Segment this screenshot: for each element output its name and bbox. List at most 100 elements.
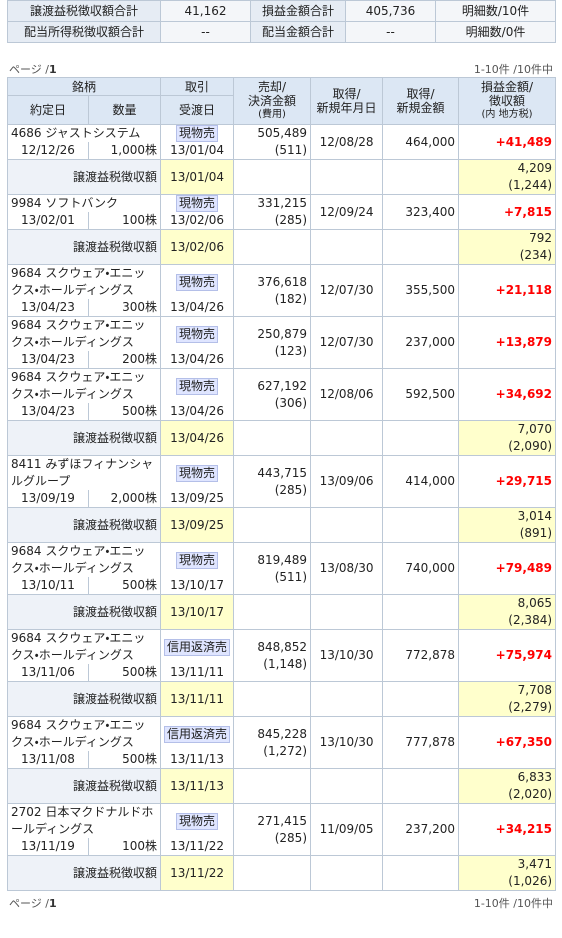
settle-date: 13/11/13 bbox=[160, 751, 235, 769]
tax-cell: 3,014 (891) bbox=[458, 507, 557, 543]
trade-date: 13/11/06 bbox=[7, 664, 89, 682]
empty-cell bbox=[310, 594, 384, 630]
trade-row: 12/12/26 1,000株 13/01/04 bbox=[7, 142, 556, 160]
header-cell: 取得/新規年月日 bbox=[310, 77, 384, 125]
tax-amount: 6,833 bbox=[517, 770, 553, 784]
amount-cell: 376,618 (182) bbox=[233, 264, 312, 317]
stock-name: 9684 スクウェア・エニックス・ホールディングス bbox=[6, 716, 162, 751]
quantity: 500株 bbox=[87, 403, 162, 421]
local-tax: (1,244) bbox=[508, 178, 553, 192]
fee: (285) bbox=[274, 213, 308, 227]
profit-loss: +41,489 bbox=[458, 124, 557, 160]
acq-amount: 592,500 bbox=[382, 368, 460, 421]
summary-value: -- bbox=[345, 21, 436, 43]
quantity: 500株 bbox=[87, 751, 162, 769]
empty-cell bbox=[310, 420, 384, 456]
local-tax: (234) bbox=[519, 248, 553, 262]
fee: (1,148) bbox=[263, 656, 308, 671]
stock-name: 2702 日本マクドナルドホールディングス bbox=[6, 803, 162, 838]
acq-date: 13/10/30 bbox=[310, 629, 384, 682]
tax-settle: 13/01/04 bbox=[160, 159, 235, 195]
trade-row: 13/10/11 500株 13/10/17 bbox=[7, 577, 556, 595]
acq-amount: 237,200 bbox=[382, 803, 460, 856]
trade-date: 13/04/23 bbox=[7, 299, 89, 317]
acq-date: 12/08/06 bbox=[310, 368, 384, 421]
acq-date: 13/09/06 bbox=[310, 455, 384, 508]
summary-value: 41,162 bbox=[160, 0, 251, 22]
settle-date: 13/10/17 bbox=[160, 577, 235, 595]
summary-label: 譲渡益税徴収額合計 bbox=[7, 0, 161, 22]
tax-settle: 13/11/11 bbox=[160, 681, 235, 717]
local-tax: (2,090) bbox=[508, 439, 553, 453]
summary-row: 譲渡益税徴収額合計 41,162 損益金額合計 405,736 明細数/10件 bbox=[7, 0, 556, 22]
trade-date: 13/11/08 bbox=[7, 751, 89, 769]
empty-cell bbox=[310, 229, 384, 265]
fee: (285) bbox=[274, 482, 308, 497]
amount: 845,228 bbox=[257, 726, 308, 741]
empty-cell bbox=[382, 229, 460, 265]
acq-amount: 355,500 bbox=[382, 264, 460, 317]
acq-date: 13/08/30 bbox=[310, 542, 384, 595]
stock-name: 9684 スクウェア・エニックス・ホールディングス bbox=[6, 264, 162, 299]
trade-type: 信用返済売 bbox=[164, 725, 231, 743]
profit-loss: +34,692 bbox=[458, 368, 557, 421]
tax-amount: 7,708 bbox=[517, 683, 553, 697]
tax-row: 譲渡益税徴収額 13/11/13 6,833 (2,020) bbox=[6, 768, 557, 804]
header-cell: 受渡日 bbox=[160, 95, 235, 125]
header-cell: 取得/新規金額 bbox=[382, 77, 460, 125]
acq-date: 13/10/30 bbox=[310, 716, 384, 769]
settle-date: 13/11/11 bbox=[160, 664, 235, 682]
quantity: 500株 bbox=[87, 577, 162, 595]
trade-type-cell: 信用返済売 bbox=[160, 716, 235, 751]
tax-settle: 13/09/25 bbox=[160, 507, 235, 543]
acq-date: 12/09/24 bbox=[310, 194, 384, 230]
amount: 627,192 bbox=[257, 378, 308, 393]
fee: (306) bbox=[274, 395, 308, 410]
amount-cell: 819,489 (511) bbox=[233, 542, 312, 595]
tax-row: 譲渡益税徴収額 13/02/06 792 (234) bbox=[6, 229, 557, 265]
empty-cell bbox=[233, 594, 312, 630]
profit-loss: +13,879 bbox=[458, 316, 557, 369]
trade-row: 9684 スクウェア・エニックス・ホールディングス 現物売 627,192 (306)… bbox=[6, 368, 557, 421]
trade-type: 現物売 bbox=[176, 195, 219, 212]
trade-row: 4686 ジャストシステム 現物売 505,489 (511) 12/08/28 464,… bbox=[6, 124, 557, 160]
tax-row: 譲渡益税徴収額 13/11/22 3,471 (1,026) bbox=[6, 855, 557, 891]
trade-row: 9984 ソフトバンク 現物売 331,215 (285) 12/09/24 323,40… bbox=[6, 194, 557, 230]
tax-label: 譲渡益税徴収額 bbox=[6, 681, 162, 717]
empty-cell bbox=[382, 507, 460, 543]
quantity: 2,000株 bbox=[87, 490, 162, 508]
header-cell: 損益金額/徴収額 (内 地方税) bbox=[458, 77, 557, 125]
amount: 271,415 bbox=[257, 813, 308, 828]
header-cell: 売却/決済金額 (費用) bbox=[233, 77, 312, 125]
empty-cell bbox=[233, 681, 312, 717]
tax-cell: 792 (234) bbox=[458, 229, 557, 265]
fee: (123) bbox=[274, 343, 308, 358]
trade-type-cell: 現物売 bbox=[160, 194, 235, 212]
empty-cell bbox=[233, 507, 312, 543]
empty-cell bbox=[382, 594, 460, 630]
acq-amount: 464,000 bbox=[382, 124, 460, 160]
trade-row: 13/04/23 500株 13/04/26 bbox=[7, 403, 556, 421]
fee: (285) bbox=[274, 830, 308, 845]
header-line: 決済金額 bbox=[248, 94, 297, 108]
tax-label: 譲渡益税徴収額 bbox=[6, 768, 162, 804]
tax-amount: 7,070 bbox=[517, 422, 553, 436]
amount-cell: 505,489 (511) bbox=[233, 124, 312, 160]
profit-loss: +75,974 bbox=[458, 629, 557, 682]
quantity: 300株 bbox=[87, 299, 162, 317]
trade-date: 13/11/19 bbox=[7, 838, 89, 856]
trade-type-cell: 現物売 bbox=[160, 124, 235, 142]
tax-settle: 13/02/06 bbox=[160, 229, 235, 265]
local-tax: (2,020) bbox=[508, 787, 553, 801]
amount-cell: 271,415 (285) bbox=[233, 803, 312, 856]
trade-type: 現物売 bbox=[176, 551, 219, 569]
trade-date: 12/12/26 bbox=[7, 142, 89, 160]
amount: 376,618 bbox=[257, 274, 308, 289]
tax-cell: 8,065 (2,384) bbox=[458, 594, 557, 630]
header-line: 損益金額/ bbox=[480, 80, 534, 94]
header-line: (内 地方税) bbox=[481, 109, 533, 120]
amount-cell: 845,228 (1,272) bbox=[233, 716, 312, 769]
trade-type: 現物売 bbox=[176, 125, 219, 142]
amount: 250,879 bbox=[257, 326, 308, 341]
settle-date: 13/11/22 bbox=[160, 838, 235, 856]
